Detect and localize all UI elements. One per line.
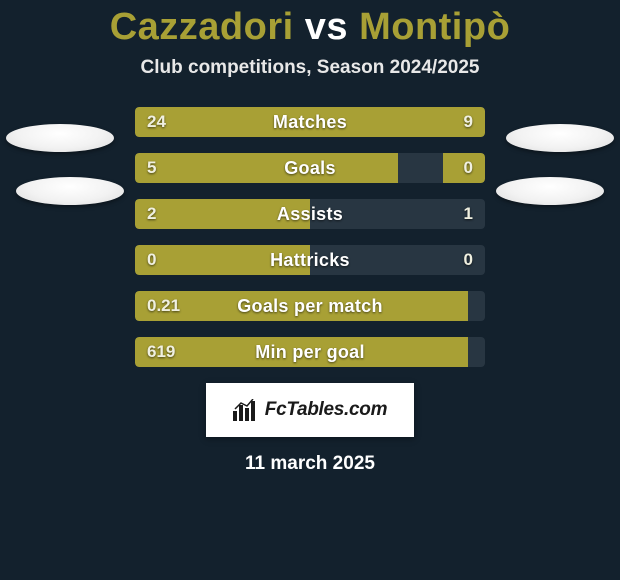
stat-row: 0.21 Goals per match [135, 291, 485, 321]
stat-value-right: 9 [464, 107, 473, 137]
stats-chart: 24 Matches 9 5 Goals 0 2 Assists 1 0 Hat… [135, 107, 485, 367]
page-title: Cazzadori vs Montipò [0, 0, 620, 49]
chart-bars-icon [233, 399, 261, 421]
stat-value-right: 0 [464, 153, 473, 183]
vs-separator: vs [305, 6, 348, 48]
player1-badge-top [6, 124, 114, 152]
watermark-text: FcTables.com [265, 399, 387, 421]
stat-label: Min per goal [135, 337, 485, 367]
stat-value-right: 1 [464, 199, 473, 229]
stat-label: Assists [135, 199, 485, 229]
player2-badge-top [506, 124, 614, 152]
subtitle: Club competitions, Season 2024/2025 [0, 57, 620, 79]
stat-row: 5 Goals 0 [135, 153, 485, 183]
stat-label: Goals [135, 153, 485, 183]
stat-label: Matches [135, 107, 485, 137]
stat-label: Hattricks [135, 245, 485, 275]
player2-name: Montipò [359, 6, 510, 48]
player1-name: Cazzadori [110, 6, 294, 48]
stat-row: 24 Matches 9 [135, 107, 485, 137]
player1-badge-bottom [16, 177, 124, 205]
stat-label: Goals per match [135, 291, 485, 321]
stat-row: 2 Assists 1 [135, 199, 485, 229]
date: 11 march 2025 [0, 453, 620, 475]
player2-badge-bottom [496, 177, 604, 205]
watermark: FcTables.com [206, 383, 414, 437]
stat-value-right: 0 [464, 245, 473, 275]
stat-row: 619 Min per goal [135, 337, 485, 367]
stat-row: 0 Hattricks 0 [135, 245, 485, 275]
